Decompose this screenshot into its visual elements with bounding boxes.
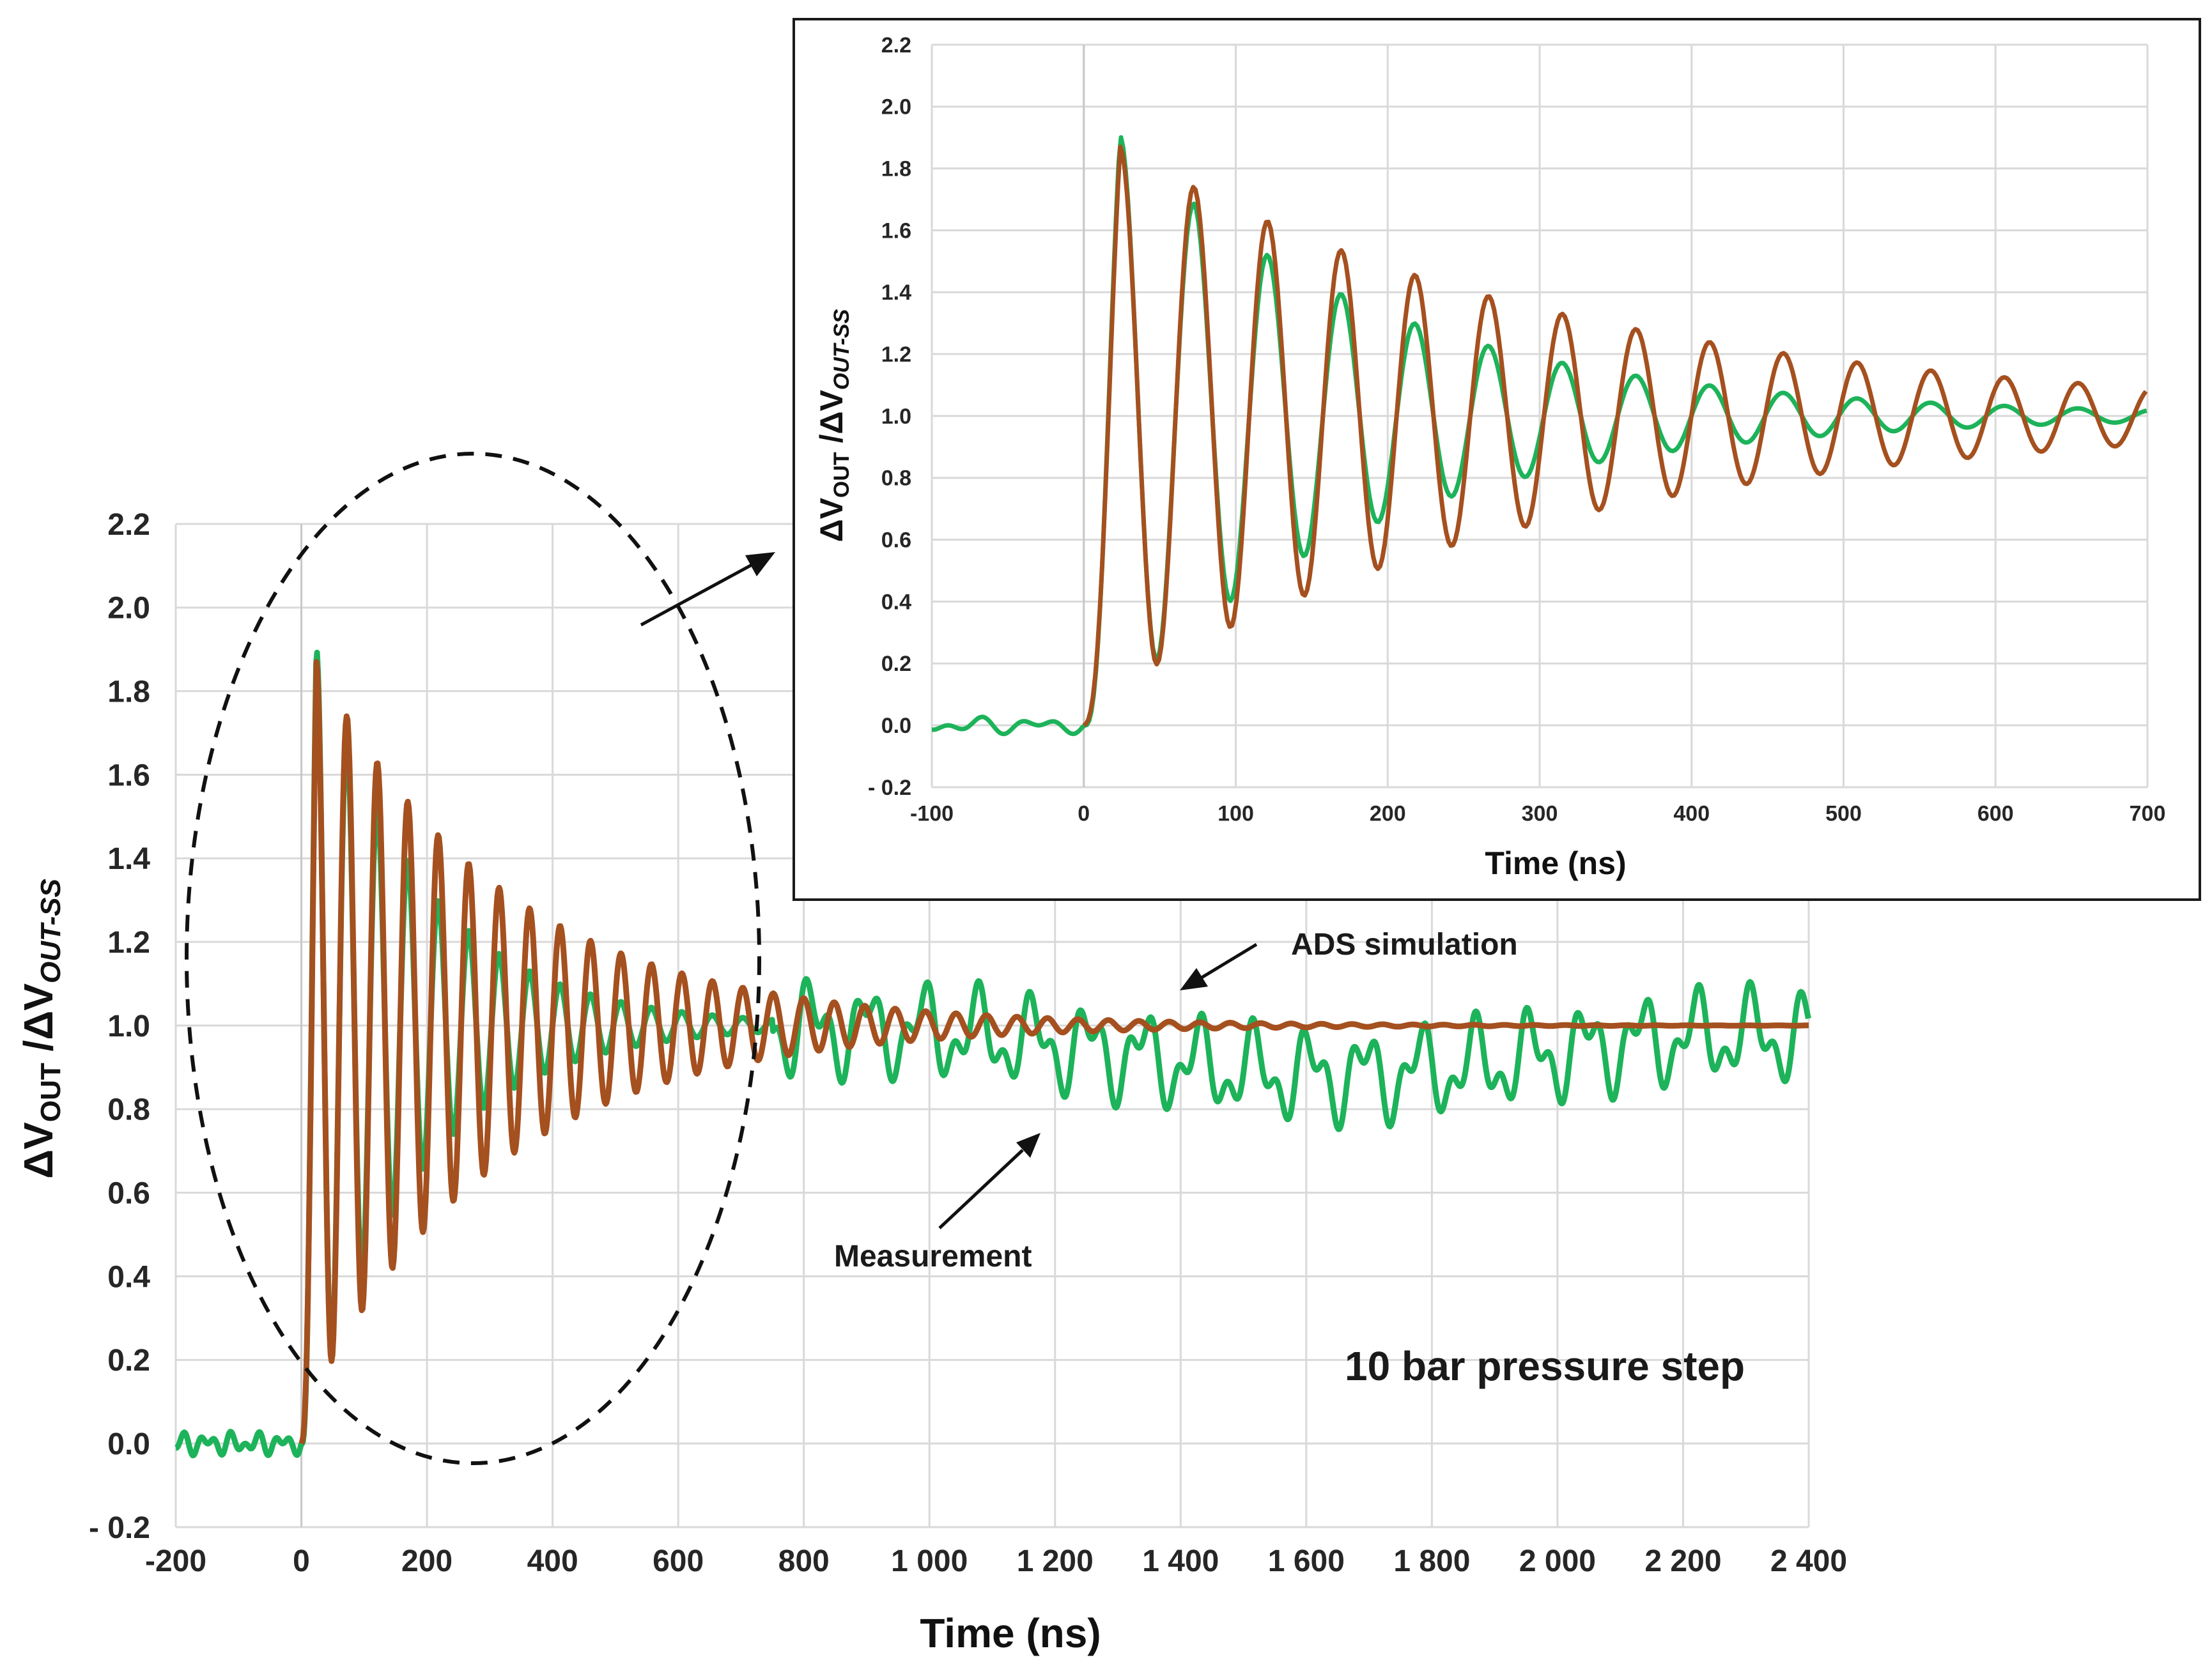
x-tick-label: 0 <box>293 1544 310 1578</box>
x-tick-label: 100 <box>1218 801 1254 826</box>
main-y-title-sub: OUT <box>35 1063 66 1122</box>
x-tick-label: 1 600 <box>1268 1544 1345 1578</box>
y-tick-label: 0.2 <box>107 1344 150 1378</box>
y-tick-label: 1.6 <box>881 219 911 243</box>
measurement-pointer <box>938 1133 1040 1229</box>
x-tick-label: 800 <box>778 1544 830 1578</box>
inset-y-axis-title: ΔVOUT /ΔVOUT-SS <box>814 309 854 542</box>
main-tick-labels: -200 0 200 400 600 800 1 000 1 200 1 400 1 600 1 8… <box>89 508 1847 1578</box>
ads-simulation-pointer <box>1180 942 1258 990</box>
main-y-title-part: ΔV <box>15 1122 61 1179</box>
y-tick-label: 0.0 <box>881 714 911 738</box>
y-tick-label: 2.2 <box>881 33 911 58</box>
main-y-axis-title: ΔVOUT /ΔVOUT-SS <box>15 879 66 1179</box>
y-tick-label: 0.8 <box>107 1093 150 1127</box>
x-tick-label: 200 <box>401 1544 452 1578</box>
y-tick-label: 0.6 <box>107 1176 150 1210</box>
x-tick-label: 400 <box>527 1544 578 1578</box>
inset-data-lines <box>931 135 2148 737</box>
ads-simulation-series <box>1082 144 2148 728</box>
y-tick-label: 1.4 <box>881 281 911 305</box>
zoom-region-ellipse <box>185 452 761 1465</box>
x-tick-label: 200 <box>1370 801 1406 826</box>
main-x-axis-title: Time (ns) <box>920 1610 1101 1656</box>
inset-y-title-part: ΔV <box>814 497 849 542</box>
y-tick-label: 0.4 <box>107 1260 150 1294</box>
inset-x-axis-title: Time (ns) <box>1485 845 1626 881</box>
x-tick-label: 1 800 <box>1393 1544 1470 1578</box>
x-tick-label: 0 <box>1078 801 1090 826</box>
inset-gridlines <box>931 43 2149 788</box>
y-tick-label: - 0.2 <box>89 1511 150 1545</box>
y-tick-label: 1.0 <box>881 404 911 429</box>
y-tick-label: 1.6 <box>107 758 150 792</box>
y-tick-label: 2.0 <box>881 95 911 119</box>
inset-frame <box>793 18 2201 901</box>
ads-simulation-label: ADS simulation <box>1291 928 1518 962</box>
x-tick-label: 2 000 <box>1519 1544 1596 1578</box>
y-tick-label: 2.2 <box>107 508 150 542</box>
x-tick-label: 2 400 <box>1770 1544 1847 1578</box>
inset-y-title-sub: OUT <box>830 452 854 498</box>
inset-chart: -100 0 100 200 300 400 500 600 700 - 0.2 0.0 0.2 0.4… <box>793 18 2201 901</box>
x-tick-label: 500 <box>1825 801 1862 826</box>
x-tick-label: 1 400 <box>1142 1544 1219 1578</box>
y-tick-label: 1.2 <box>881 342 911 367</box>
x-tick-label: 1 000 <box>891 1544 968 1578</box>
pressure-step-annotation: 10 bar pressure step <box>1345 1343 1745 1389</box>
x-tick-label: -200 <box>145 1544 206 1578</box>
y-tick-label: 2.0 <box>107 592 150 626</box>
y-tick-label: 0.8 <box>881 466 911 491</box>
inset-tick-labels: -100 0 100 200 300 400 500 600 700 - 0.2 0.0 0.2 0.4… <box>868 33 2165 826</box>
y-tick-label: 1.8 <box>107 675 150 709</box>
measurement-label: Measurement <box>834 1240 1032 1273</box>
x-tick-label: 2 200 <box>1644 1544 1721 1578</box>
ads-simulation-series <box>298 659 1811 1445</box>
main-y-title-sep: /ΔV <box>15 983 61 1063</box>
y-tick-label: 1.4 <box>107 842 150 876</box>
x-tick-label: 1 200 <box>1017 1544 1094 1578</box>
y-tick-label: 0.0 <box>107 1427 150 1461</box>
y-tick-label: - 0.2 <box>868 776 911 800</box>
x-tick-label: 300 <box>1522 801 1558 826</box>
x-tick-label: -100 <box>910 801 954 826</box>
x-tick-label: 700 <box>2130 801 2166 826</box>
x-tick-label: 600 <box>1977 801 2014 826</box>
y-tick-label: 0.6 <box>881 528 911 553</box>
inset-y-title-sep: /ΔV <box>814 390 849 452</box>
inset-y-title-sub2: OUT-SS <box>830 309 854 390</box>
y-tick-label: 1.8 <box>881 157 911 181</box>
y-tick-label: 1.2 <box>107 926 150 960</box>
y-tick-label: 0.4 <box>881 590 911 614</box>
zoom-arrow <box>640 552 775 627</box>
x-tick-label: 600 <box>653 1544 704 1578</box>
x-tick-label: 400 <box>1673 801 1710 826</box>
y-tick-label: 1.0 <box>107 1010 150 1043</box>
y-tick-label: 0.2 <box>881 652 911 676</box>
main-data-lines <box>174 649 1811 1459</box>
main-y-title-sub2: OUT-SS <box>35 879 66 983</box>
